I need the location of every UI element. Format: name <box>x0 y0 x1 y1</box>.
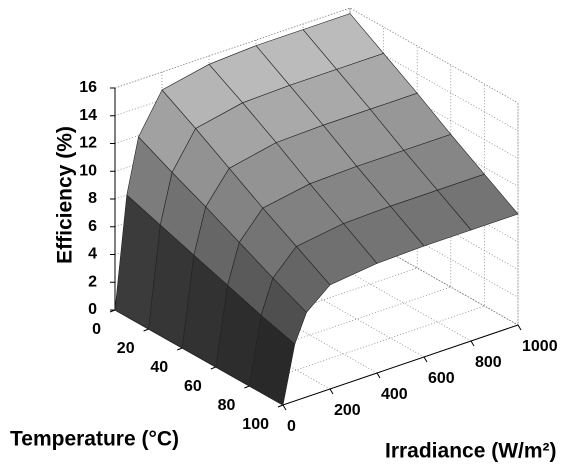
z-tick-label: 6 <box>88 218 97 235</box>
z-tick-label: 4 <box>88 246 97 263</box>
x-tick <box>244 385 250 389</box>
x-tick <box>210 366 216 370</box>
y-tick-label: 600 <box>428 370 455 387</box>
x-tick-label: 60 <box>184 378 202 395</box>
x-axis-label: Temperature (°C) <box>10 428 179 451</box>
x-tick-label: 40 <box>150 359 168 376</box>
z-tick-label: 8 <box>88 190 97 207</box>
y-axis-label: Irradiance (W/m²) <box>385 440 557 463</box>
y-tick-label: 400 <box>381 386 408 403</box>
y-tick <box>282 404 287 411</box>
y-tick <box>423 356 428 363</box>
x-tick-label: 0 <box>92 321 101 338</box>
x-tick-label: 100 <box>242 416 269 433</box>
z-tick-label: 0 <box>88 301 97 318</box>
grid-line <box>249 84 485 387</box>
x-tick-label: 80 <box>218 397 236 414</box>
y-tick <box>329 388 334 395</box>
y-tick <box>470 340 475 347</box>
y-tick-label: 1000 <box>522 338 558 355</box>
y-tick-label: 200 <box>334 402 361 419</box>
grid-line <box>282 103 519 406</box>
x-tick <box>109 309 116 313</box>
z-tick-label: 12 <box>79 135 97 152</box>
y-tick <box>376 372 381 379</box>
surface-patch <box>249 314 296 406</box>
z-tick-label: 10 <box>79 162 97 179</box>
z-tick-label: 2 <box>88 273 97 290</box>
z-tick-label: 14 <box>79 107 97 124</box>
z-axis-label: Efficiency (%) <box>54 126 77 264</box>
y-tick-label: 0 <box>287 418 296 435</box>
y-tick <box>517 324 522 331</box>
y-tick-label: 800 <box>475 354 502 371</box>
x-tick <box>143 328 149 332</box>
z-tick-label: 16 <box>79 79 97 96</box>
x-tick <box>177 347 183 351</box>
x-tick <box>277 404 284 408</box>
x-tick-label: 20 <box>117 340 135 357</box>
